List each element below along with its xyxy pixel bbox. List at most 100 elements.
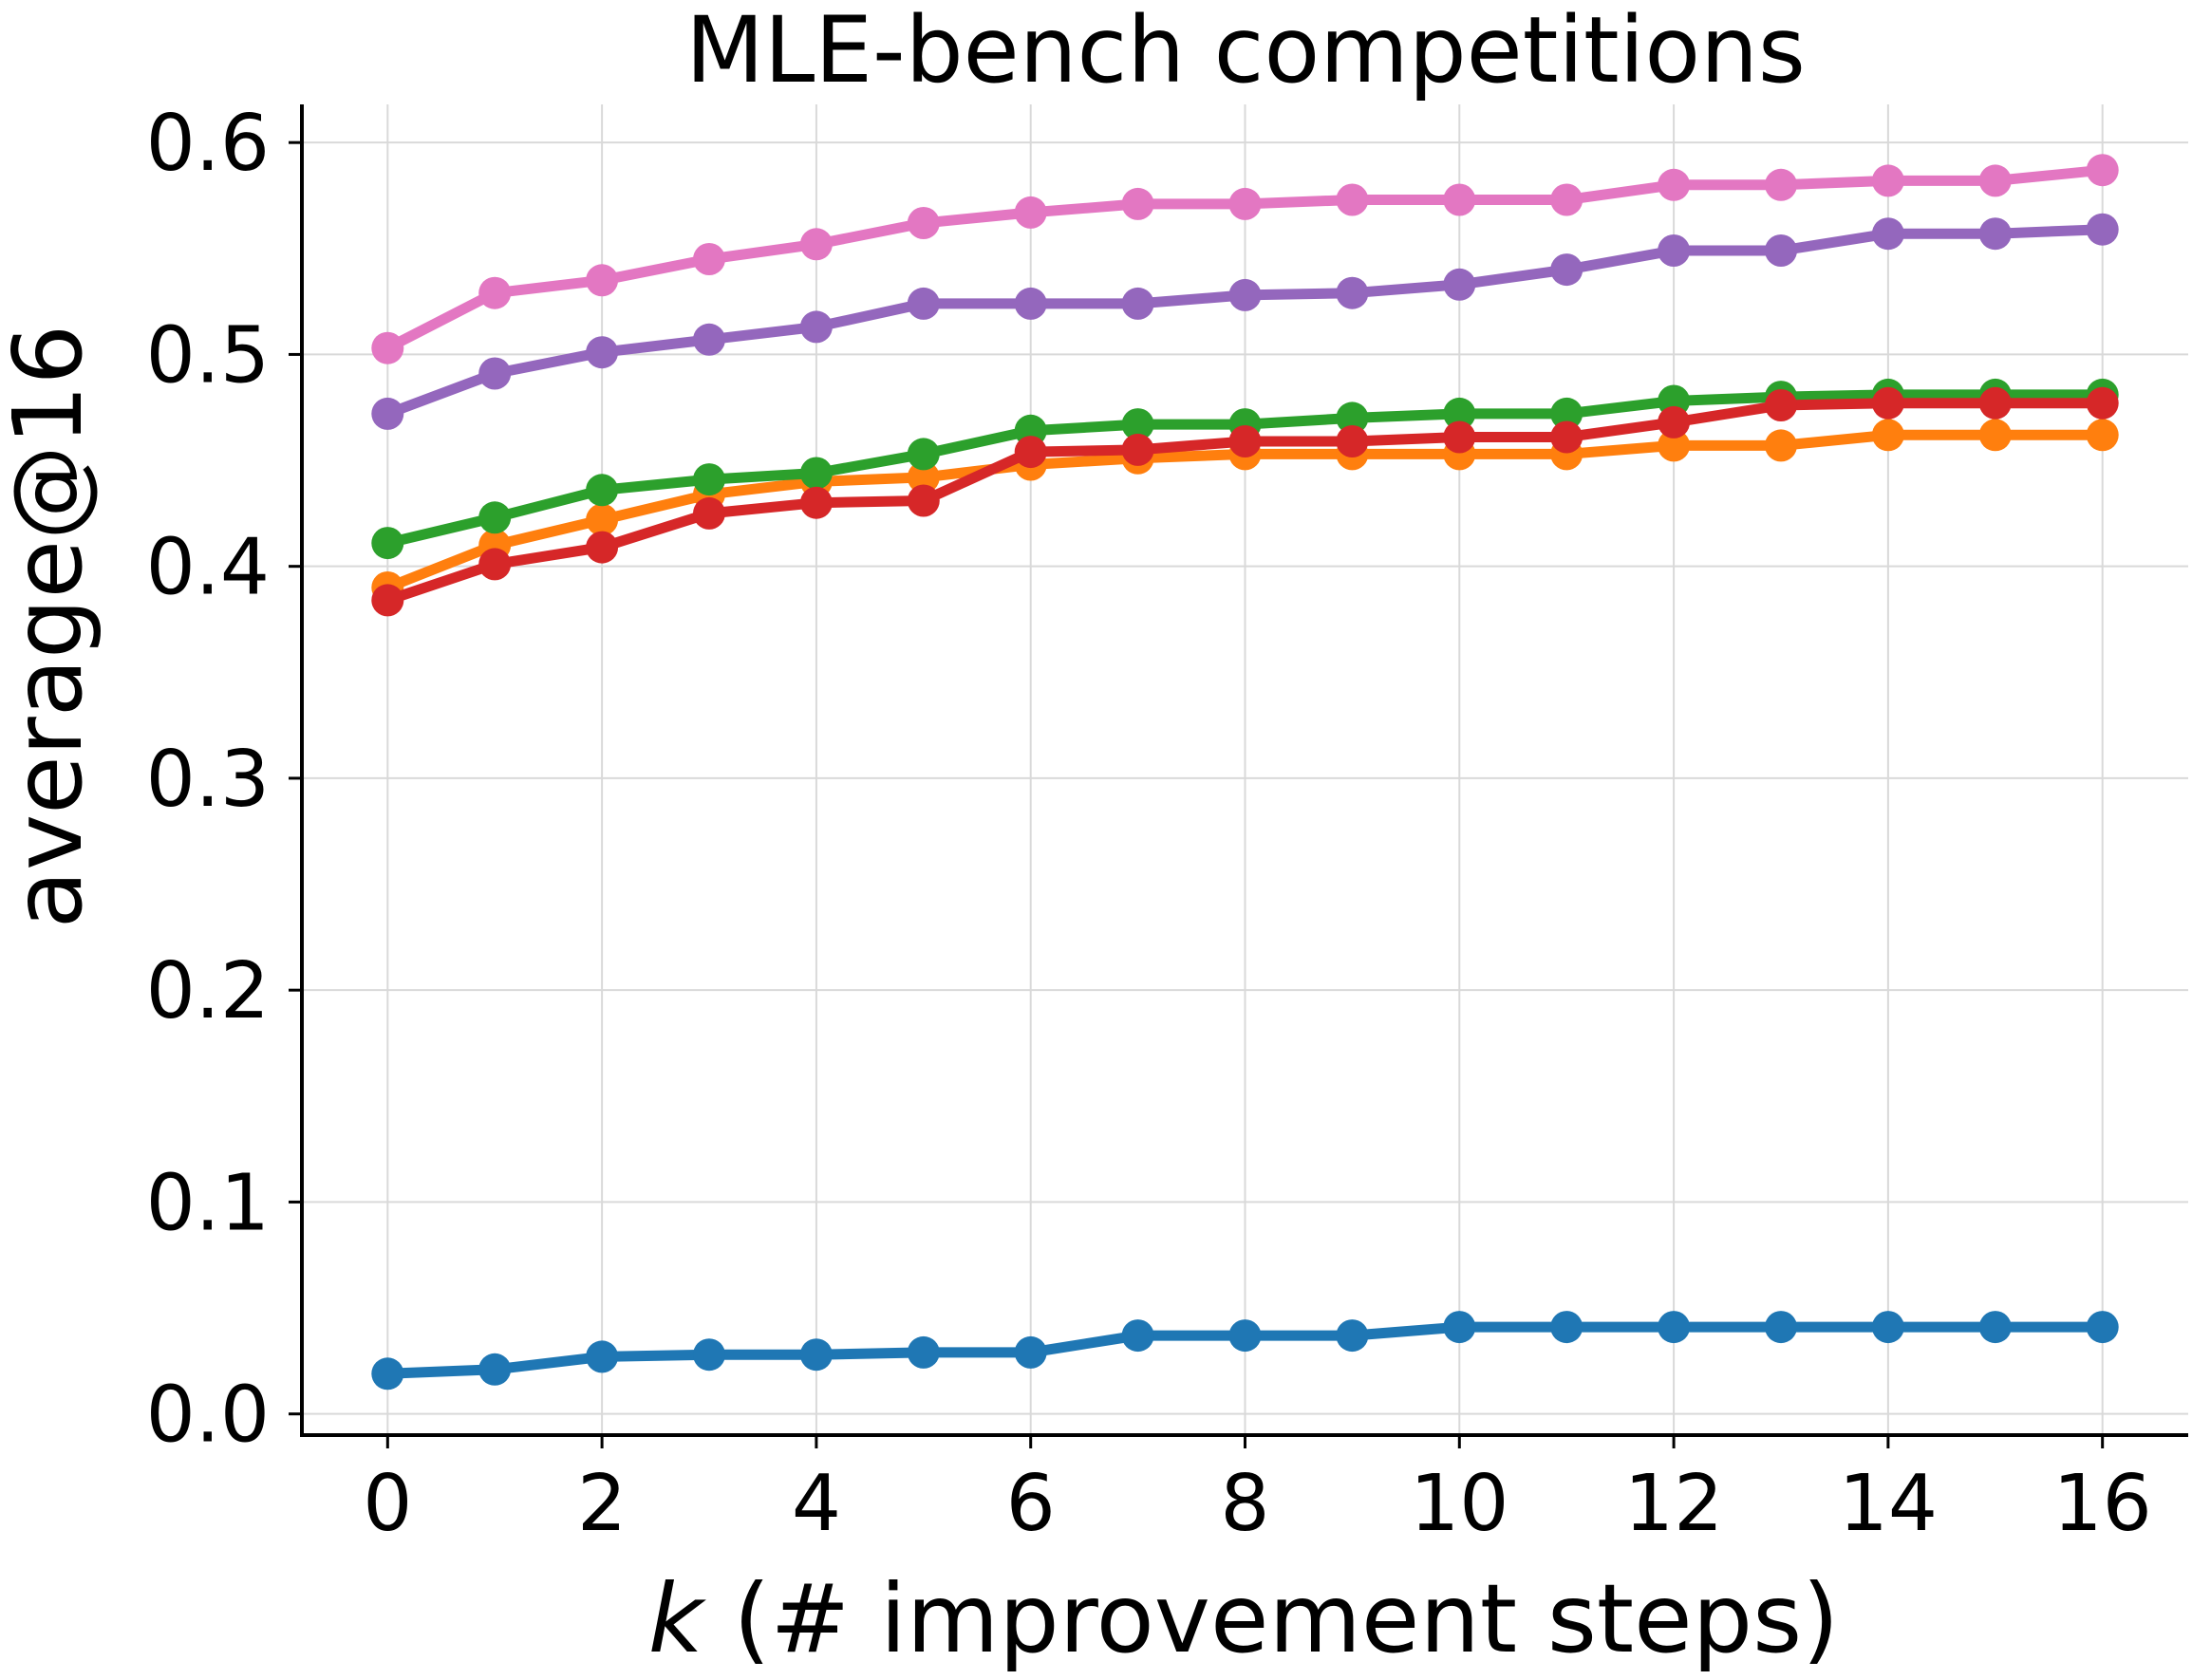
data-point-blue	[1978, 1311, 2012, 1344]
data-point-blue	[1228, 1319, 1262, 1353]
series-green	[371, 378, 2119, 560]
data-point-red	[1765, 389, 1797, 421]
data-point-red	[586, 531, 619, 564]
x-tick-label: 16	[2053, 1459, 2152, 1549]
x-tick-label: 14	[1839, 1459, 1938, 1549]
data-point-green	[799, 457, 833, 490]
data-point-red	[1228, 425, 1262, 457]
data-point-purple	[1978, 217, 2012, 251]
series-group	[371, 154, 2119, 1391]
data-point-red	[1658, 405, 1691, 439]
data-point-blue	[2086, 1311, 2119, 1344]
data-point-purple	[371, 397, 404, 430]
y-axis-title: average@16	[0, 325, 103, 929]
chart-title: MLE-bench competitions	[685, 0, 1806, 103]
data-point-purple	[2086, 213, 2119, 246]
series-blue	[371, 1311, 2119, 1391]
data-point-pink	[586, 264, 619, 297]
data-point-pink	[371, 331, 404, 364]
data-point-green	[1121, 408, 1154, 441]
data-point-red	[1978, 386, 2012, 420]
data-point-blue	[478, 1353, 512, 1386]
y-tick-label: 0.0	[146, 1371, 270, 1461]
x-tick-label: 10	[1410, 1459, 1508, 1549]
data-point-blue	[1550, 1311, 1583, 1344]
data-point-red	[371, 584, 404, 617]
x-tick-label: 2	[577, 1459, 627, 1549]
data-point-pink	[1658, 168, 1691, 201]
data-point-purple	[1336, 276, 1369, 309]
series-pink	[371, 154, 2119, 364]
x-tick-label: 0	[363, 1459, 412, 1549]
data-point-purple	[1443, 268, 1476, 301]
data-point-orange	[586, 503, 619, 536]
data-point-red	[2086, 386, 2119, 420]
y-tick-label: 0.3	[146, 735, 270, 825]
x-axis-title-text: (# improvement steps)	[703, 1563, 1840, 1674]
y-ticks: 0.0 0.1 0.2 0.3 0.4 0.5 0.6	[146, 99, 302, 1461]
x-tick-label: 8	[1220, 1459, 1269, 1549]
grid	[302, 104, 2188, 1435]
data-point-purple	[1228, 278, 1262, 311]
x-axis-title: k (# improvement steps)	[648, 1563, 1840, 1674]
data-point-orange	[1658, 429, 1691, 462]
data-point-green	[1550, 397, 1583, 430]
data-point-red	[1336, 425, 1369, 457]
data-point-purple	[1014, 287, 1047, 320]
series-purple	[371, 213, 2119, 430]
data-point-green	[907, 438, 940, 471]
data-point-blue	[1871, 1311, 1904, 1344]
y-tick-label: 0.5	[146, 310, 270, 401]
x-axis-title-variable: k	[648, 1563, 707, 1674]
data-point-purple	[693, 323, 725, 356]
data-point-green	[586, 474, 619, 507]
data-point-red	[1871, 386, 1904, 420]
data-point-pink	[2086, 154, 2119, 187]
data-point-blue	[1443, 1311, 1476, 1344]
data-point-red	[1014, 436, 1047, 469]
data-point-purple	[1765, 234, 1797, 267]
data-point-blue	[586, 1340, 619, 1373]
data-point-purple	[1550, 253, 1583, 287]
data-point-blue	[907, 1335, 940, 1369]
data-point-blue	[1765, 1311, 1797, 1344]
data-point-blue	[371, 1357, 404, 1391]
series-red	[371, 386, 2119, 617]
data-point-blue	[1014, 1335, 1047, 1369]
data-point-pink	[1121, 187, 1154, 220]
y-tick-label: 0.4	[146, 523, 270, 613]
data-point-purple	[907, 287, 940, 320]
data-point-pink	[1443, 183, 1476, 216]
data-point-pink	[1550, 183, 1583, 216]
data-point-pink	[1336, 183, 1369, 216]
data-point-pink	[1014, 196, 1047, 229]
data-point-blue	[1336, 1319, 1369, 1353]
x-tick-label: 4	[792, 1459, 841, 1549]
data-point-pink	[1871, 164, 1904, 197]
data-point-red	[1443, 420, 1476, 454]
data-point-pink	[1978, 164, 2012, 197]
data-point-green	[1336, 401, 1369, 435]
data-point-orange	[1765, 429, 1797, 462]
data-point-blue	[799, 1338, 833, 1372]
data-point-blue	[1121, 1319, 1154, 1353]
x-ticks: 0 2 4 6 8 10 12 14 16	[363, 1435, 2152, 1549]
data-point-orange	[1978, 419, 2012, 452]
data-point-pink	[478, 276, 512, 309]
data-point-red	[478, 548, 512, 581]
y-tick-label: 0.6	[146, 99, 270, 189]
x-tick-label: 12	[1624, 1459, 1723, 1549]
data-point-red	[1550, 420, 1583, 454]
data-point-blue	[1658, 1311, 1691, 1344]
data-point-purple	[586, 336, 619, 369]
data-point-green	[1443, 397, 1476, 430]
data-point-purple	[799, 310, 833, 344]
data-point-blue	[693, 1338, 725, 1372]
data-point-red	[799, 486, 833, 519]
x-tick-label: 6	[1006, 1459, 1056, 1549]
data-point-pink	[1228, 187, 1262, 220]
data-point-orange	[907, 460, 940, 494]
data-point-pink	[1765, 168, 1797, 201]
data-point-green	[478, 501, 512, 534]
